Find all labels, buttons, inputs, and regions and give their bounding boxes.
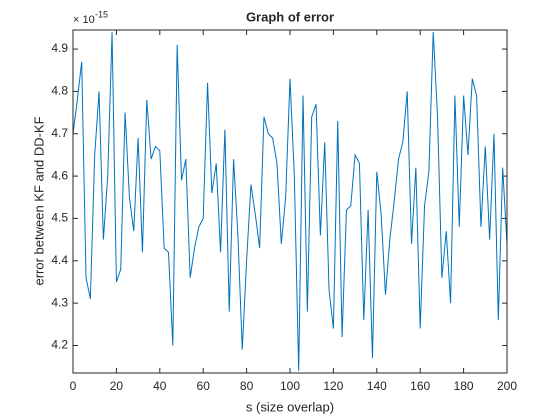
y-tick-label: 4.8 <box>51 84 68 98</box>
x-tick-label: 200 <box>497 379 517 393</box>
x-tick-label: 160 <box>410 379 430 393</box>
x-tick-label: 20 <box>110 379 124 393</box>
chart-title: Graph of error <box>246 9 334 24</box>
y-tick-label: 4.7 <box>51 126 68 140</box>
x-tick-label: 100 <box>280 379 300 393</box>
x-tick-label: 60 <box>197 379 211 393</box>
y-tick-label: 4.2 <box>51 338 68 352</box>
x-tick-label: 180 <box>454 379 474 393</box>
data-line <box>73 32 507 371</box>
y-tick-label: 4.4 <box>51 253 68 267</box>
x-tick-label: 0 <box>70 379 77 393</box>
y-axis-label: error between KF and DD-KF <box>31 116 46 285</box>
y-tick-label: 4.6 <box>51 168 68 182</box>
y-tick-label: 4.3 <box>51 295 68 309</box>
axes-box <box>72 29 508 374</box>
x-axis-label: s (size overlap) <box>246 399 334 414</box>
x-tick-label: 140 <box>367 379 387 393</box>
y-tick-label: 4.5 <box>51 211 68 225</box>
y-tick-label: 4.9 <box>51 41 68 55</box>
y-exponent-base: × 10 <box>73 14 95 26</box>
x-tick-label: 80 <box>240 379 254 393</box>
y-exponent: -15 <box>95 9 108 19</box>
x-tick-label: 40 <box>153 379 167 393</box>
x-tick-label: 120 <box>323 379 343 393</box>
